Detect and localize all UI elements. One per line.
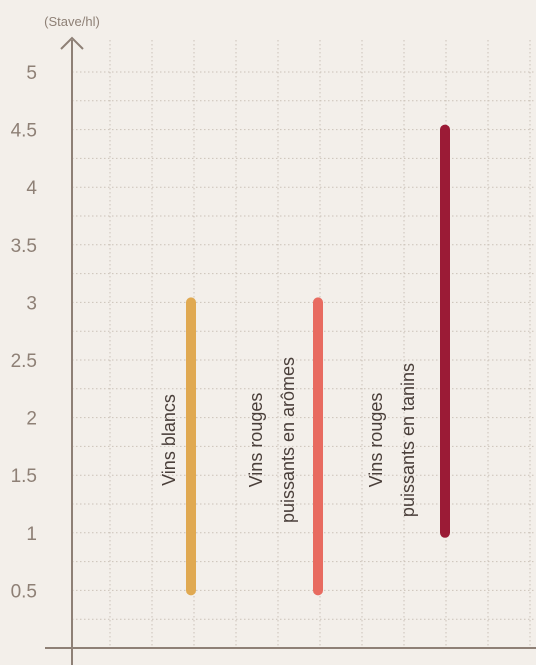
bar-label-2-line-2: puissants en arômes (278, 357, 298, 523)
bar-label-2-line-1: Vins rouges (246, 393, 266, 488)
y-tick-label: 2 (26, 409, 37, 430)
bar-label-3-line-1: Vins rouges (366, 393, 386, 488)
y-axis-unit: (Stave/hl) (44, 14, 100, 29)
y-tick-label: 2.5 (11, 351, 37, 372)
y-tick-label: 1.5 (11, 466, 37, 487)
bar-labels: Vins blancs Vins rouges puissants en arôme… (159, 357, 418, 523)
y-tick-label: 5 (26, 63, 37, 84)
y-tick-label: 3.5 (11, 236, 37, 257)
y-tick-labels: 0.5 1 1.5 2 2.5 3 3.5 4 4.5 5 (11, 63, 38, 602)
grid-lines (72, 40, 536, 648)
y-tick-label: 3 (26, 293, 37, 314)
y-tick-label: 0.5 (11, 581, 37, 602)
y-axis-arrow-icon (60, 36, 84, 50)
y-tick-label: 4.5 (11, 121, 37, 142)
bar-label-3-line-2: puissants en tanins (398, 363, 418, 517)
y-tick-label: 1 (26, 524, 37, 545)
bars (186, 124, 450, 596)
bar-label-1-line-1: Vins blancs (159, 394, 179, 486)
y-tick-label: 4 (26, 178, 37, 199)
